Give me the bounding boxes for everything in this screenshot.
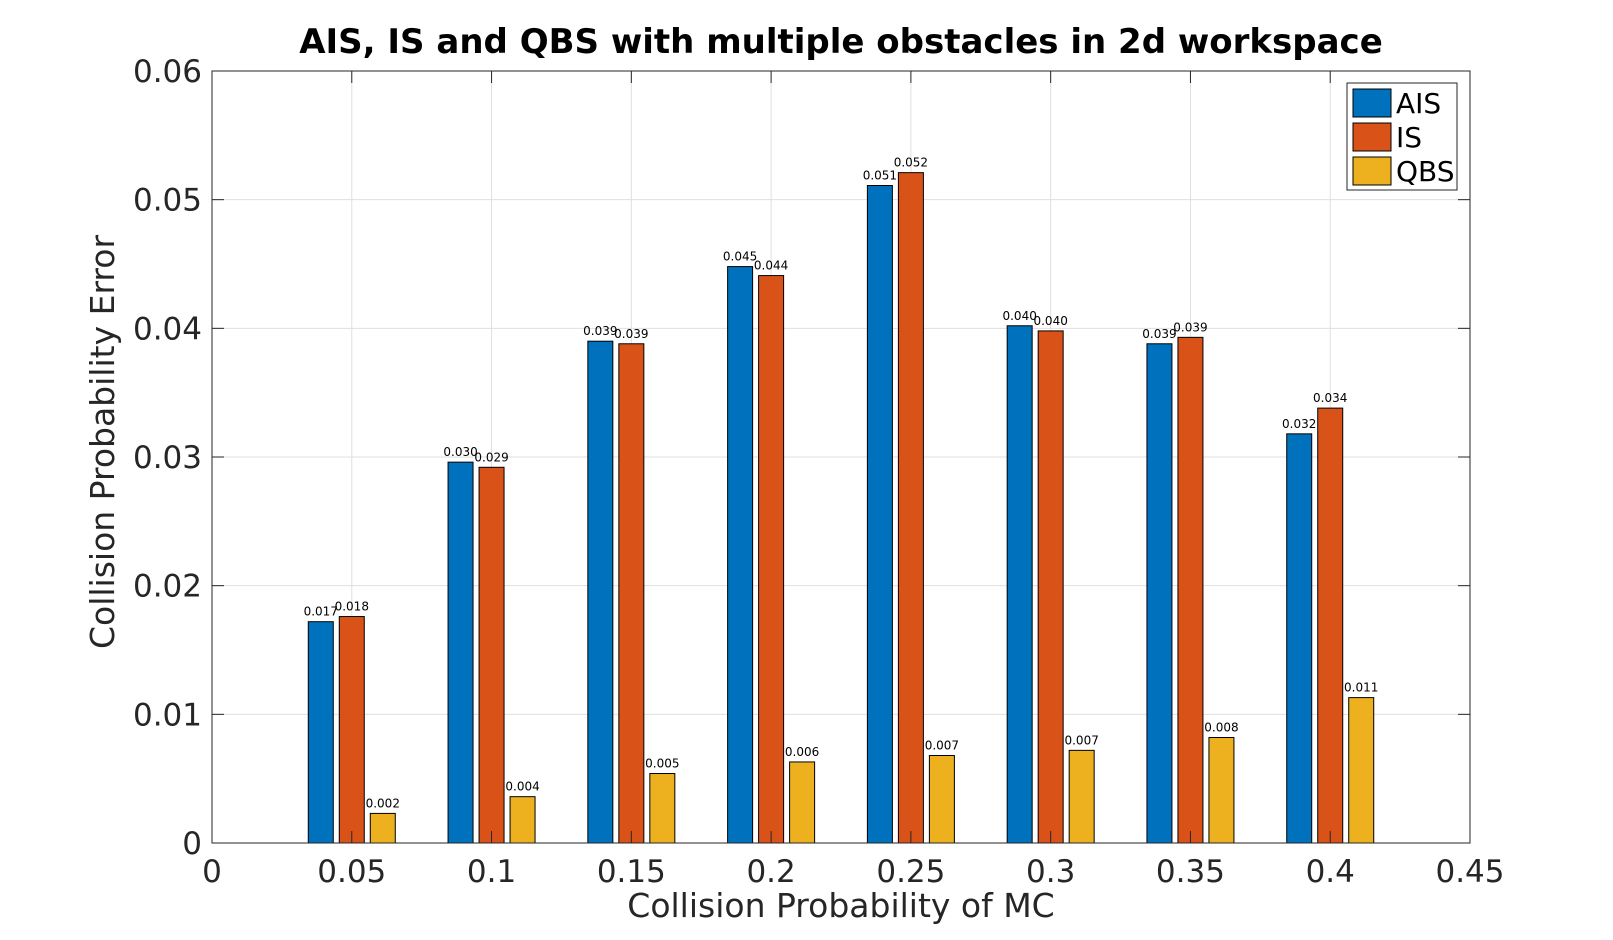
data-label-is: 0.044 [754,259,788,273]
data-label-qbs: 0.005 [645,757,679,771]
data-label-qbs: 0.004 [505,780,539,794]
bar-ais [866,185,893,844]
data-label-is: 0.039 [1173,320,1207,334]
bar-ais [727,266,754,844]
bar-is [338,616,365,844]
x-tick-label: 0.05 [317,854,386,890]
data-label-qbs: 0.011 [1344,681,1378,695]
x-tick-label: 0.15 [597,854,666,890]
bar-qbs [928,755,955,844]
grid-lines [212,71,1470,843]
bar-is [897,172,924,844]
bar-qbs [789,761,816,844]
data-label-qbs: 0.007 [1064,733,1098,747]
x-tick-label: 0.35 [1156,854,1225,890]
data-label-ais: 0.051 [863,169,897,183]
chart-title: AIS, IS and QBS with multiple obstacles … [299,22,1383,62]
data-labels: 0.017 0.030 0.039 0.045 0.051 0.040 0.039 0.032… [304,156,1379,811]
legend-label-is: IS [1396,121,1422,154]
legend-swatch-ais [1352,88,1392,118]
bar-is [1317,407,1344,844]
data-label-is: 0.034 [1313,391,1347,405]
data-label-is: 0.018 [335,600,369,614]
bar-qbs [649,773,676,844]
bar-qbs [1208,736,1235,844]
y-tick-label: 0 [182,826,202,862]
bar-is [1177,336,1204,844]
y-tick-label: 0.02 [133,569,202,605]
data-label-is: 0.029 [474,450,508,464]
data-label-qbs: 0.008 [1204,720,1238,734]
data-label-qbs: 0.006 [785,745,819,759]
bar-qbs [1068,749,1095,844]
x-tick-label: 0.4 [1306,854,1355,890]
bar-is [758,275,785,844]
bar-ais [1286,433,1313,844]
y-tick-label: 0.01 [133,697,202,733]
x-tick-label: 0 [202,854,222,890]
bar-qbs [369,812,396,844]
data-label-is: 0.040 [1033,314,1067,328]
y-tick-label: 0.05 [133,183,202,219]
axes [211,70,1471,844]
tick-labels: 0 0.05 0.1 0.15 0.2 0.25 0.3 0.35 0.4 0.45 0 0.01 0.… [133,54,1505,890]
x-tick-label: 0.3 [1026,854,1075,890]
x-axis-label: Collision Probability of MC [627,886,1054,925]
data-label-ais: 0.030 [443,445,477,459]
bar-ais [1146,343,1173,844]
plot-frame [211,70,1471,844]
bar-is [478,466,505,844]
y-tick-label: 0.03 [133,440,202,476]
bar-ais [1006,325,1033,844]
bars [307,172,1375,844]
legend-label-qbs: QBS [1396,155,1455,188]
data-label-ais: 0.017 [304,605,338,619]
bar-ais [307,621,334,844]
bar-ais [447,461,474,844]
bar-qbs [509,796,536,844]
data-label-is: 0.039 [614,327,648,341]
data-label-ais: 0.039 [1142,327,1176,341]
x-tick-label: 0.25 [876,854,945,890]
data-label-ais: 0.039 [583,324,617,338]
legend-swatch-qbs [1352,156,1392,186]
y-tick-label: 0.04 [133,311,202,347]
bar-is [618,343,645,844]
data-label-is: 0.052 [894,156,928,170]
data-label-ais: 0.045 [723,250,757,264]
data-label-ais: 0.032 [1282,417,1316,431]
y-tick-label: 0.06 [133,54,202,90]
legend-label-ais: AIS [1396,87,1441,120]
legend-swatch-is [1352,122,1392,152]
x-tick-label: 0.2 [746,854,795,890]
data-label-qbs: 0.002 [366,796,400,810]
x-tick-label: 0.45 [1435,854,1504,890]
bar-is [1037,330,1064,844]
data-label-qbs: 0.007 [925,739,959,753]
x-tick-label: 0.1 [467,854,516,890]
bar-qbs [1348,697,1375,844]
y-axis-label: Collision Probability Error [83,235,122,649]
bar-ais [587,340,614,844]
data-label-ais: 0.040 [1002,309,1036,323]
